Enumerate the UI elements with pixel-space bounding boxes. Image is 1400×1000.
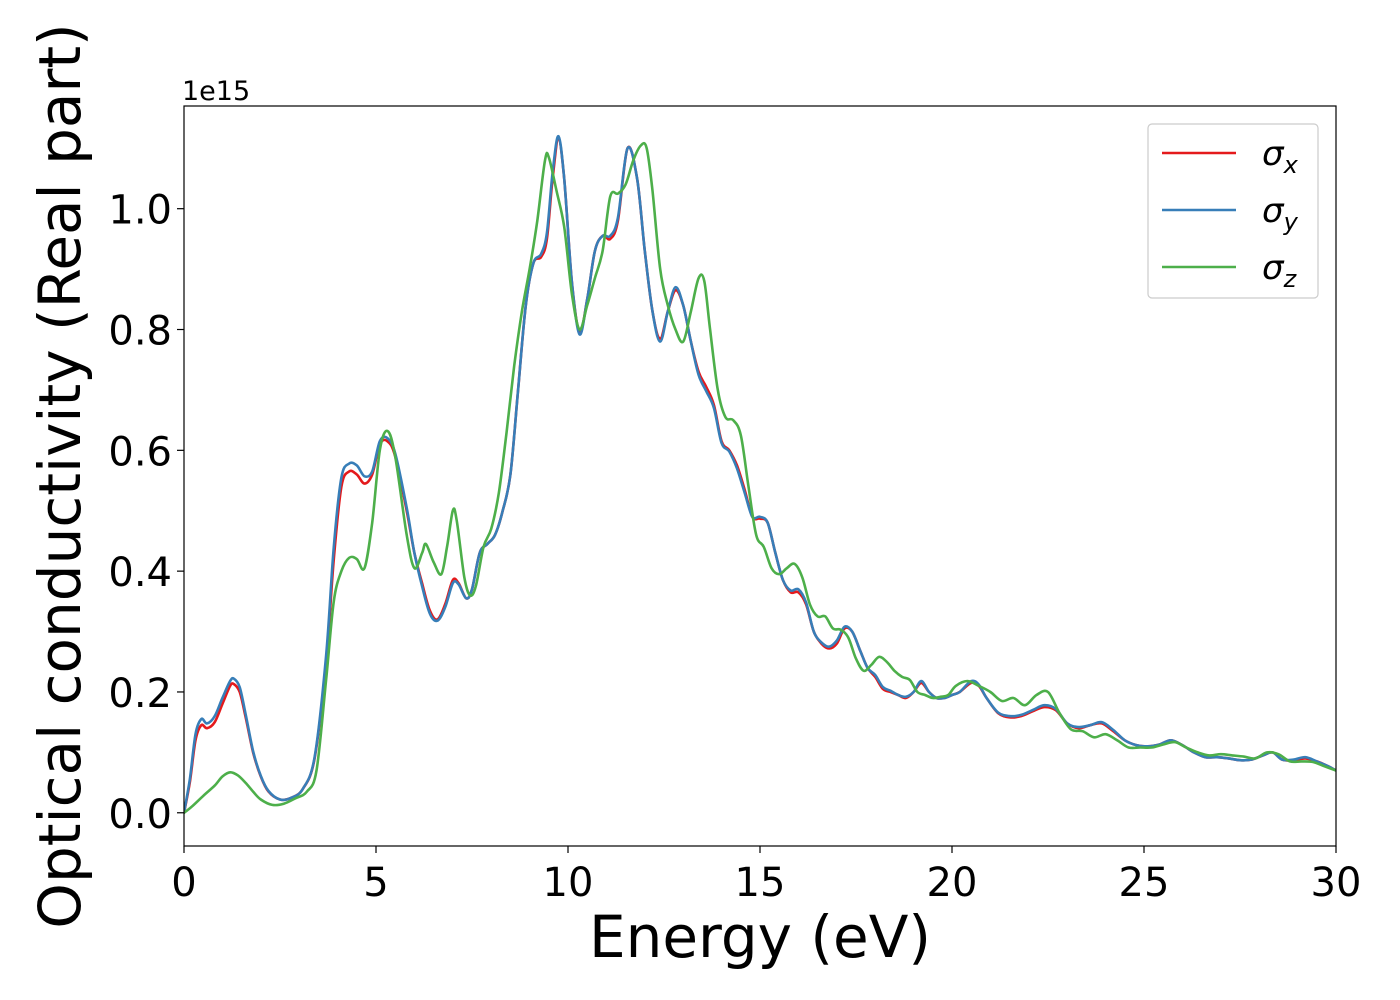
- x-tick-label: 20: [927, 860, 978, 906]
- x-tick-label: 25: [1119, 860, 1170, 906]
- y-tick-label: 0.6: [108, 429, 172, 475]
- y-tick-label: 1.0: [108, 188, 172, 234]
- y-axis-label: Optical conductivity (Real part): [26, 23, 94, 928]
- y-tick-label: 0.4: [108, 550, 172, 596]
- series-line-y: [184, 134, 1336, 815]
- y-tick-label: 0.8: [108, 309, 172, 355]
- x-tick-label: 5: [363, 860, 388, 906]
- legend: σx σy σz: [1147, 123, 1319, 299]
- legend-label-x: σx: [1262, 134, 1299, 179]
- x-tick-label: 0: [171, 860, 196, 906]
- x-axis-label: Energy (eV): [589, 903, 931, 971]
- x-axis: 0 5 10 15 20 25 30: [171, 846, 1361, 906]
- x-tick-label: 10: [543, 860, 594, 906]
- y-offset-text: 1e15: [182, 76, 250, 107]
- y-tick-label: 0.2: [108, 671, 172, 717]
- legend-label-y: σy: [1262, 191, 1299, 236]
- series-line-z: [184, 141, 1336, 815]
- legend-label-z: σz: [1262, 248, 1298, 293]
- x-tick-label: 30: [1311, 860, 1362, 906]
- x-tick-label: 15: [735, 860, 786, 906]
- series-layer: [184, 134, 1336, 815]
- y-axis: 0.0 0.2 0.4 0.6 0.8 1.0: [108, 188, 184, 838]
- y-tick-label: 0.0: [108, 792, 172, 838]
